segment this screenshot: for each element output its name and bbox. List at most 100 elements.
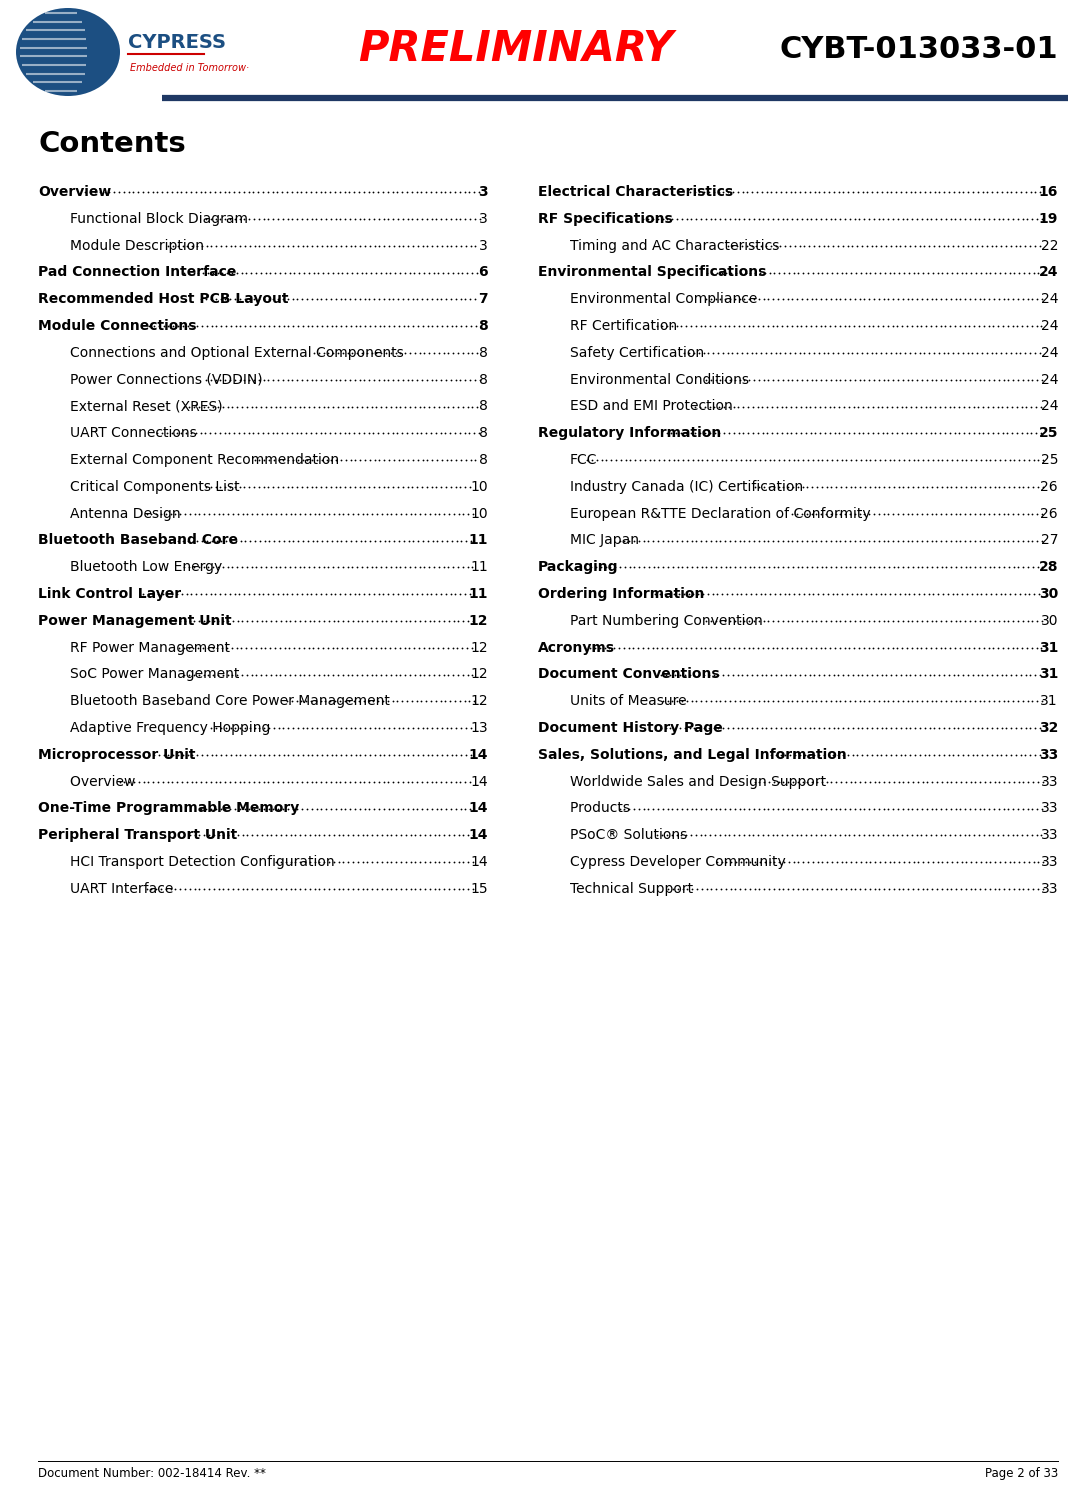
Text: Module Description: Module Description (70, 238, 204, 253)
Text: 19: 19 (1038, 212, 1058, 226)
Text: Ordering Information: Ordering Information (538, 588, 705, 601)
Text: 3: 3 (478, 185, 488, 199)
Text: CYPRESS: CYPRESS (128, 33, 226, 51)
Text: 32: 32 (1038, 720, 1058, 735)
Text: Timing and AC Characteristics: Timing and AC Characteristics (570, 238, 780, 253)
Text: 11: 11 (470, 561, 488, 574)
Text: 14: 14 (470, 775, 488, 788)
Text: Power Connections (VDDIN): Power Connections (VDDIN) (70, 372, 263, 387)
Text: One-Time Programmable Memory: One-Time Programmable Memory (38, 802, 300, 815)
Text: 3: 3 (479, 238, 488, 253)
Text: Bluetooth Baseband Core Power Management: Bluetooth Baseband Core Power Management (70, 695, 390, 708)
Text: MIC Japan: MIC Japan (570, 533, 639, 547)
Text: 10: 10 (470, 506, 488, 520)
Text: 22: 22 (1040, 238, 1058, 253)
Text: Products: Products (570, 802, 634, 815)
Text: Safety Certification: Safety Certification (570, 345, 708, 360)
Text: 24: 24 (1040, 372, 1058, 387)
Text: Worldwide Sales and Design Support: Worldwide Sales and Design Support (570, 775, 826, 788)
Text: SoC Power Management: SoC Power Management (70, 668, 243, 681)
Text: 12: 12 (470, 640, 488, 654)
Text: ESD and EMI Protection: ESD and EMI Protection (570, 399, 737, 413)
Text: Embedded in Tomorrow·: Embedded in Tomorrow· (130, 63, 249, 72)
Text: 33: 33 (1040, 775, 1058, 788)
Text: Bluetooth Baseband Core: Bluetooth Baseband Core (38, 533, 243, 547)
Text: Acronyms: Acronyms (538, 640, 615, 654)
Text: Page 2 of 33: Page 2 of 33 (985, 1466, 1058, 1480)
Text: 15: 15 (470, 882, 488, 895)
Text: ·: · (195, 30, 200, 41)
Text: 8: 8 (479, 399, 488, 413)
Text: 8: 8 (479, 454, 488, 467)
Text: External Component Recommendation: External Component Recommendation (70, 454, 343, 467)
Text: CYBT-013033-01: CYBT-013033-01 (780, 35, 1058, 63)
Text: RF Specifications: RF Specifications (538, 212, 678, 226)
Text: 13: 13 (470, 720, 488, 735)
Text: 14: 14 (468, 802, 488, 815)
Text: 14: 14 (468, 747, 488, 763)
Text: 12: 12 (470, 668, 488, 681)
Text: PRELIMINARY: PRELIMINARY (358, 29, 673, 69)
Text: Microprocessor Unit: Microprocessor Unit (38, 747, 195, 763)
Text: Recommended Host PCB Layout: Recommended Host PCB Layout (38, 292, 293, 306)
Text: 33: 33 (1038, 747, 1058, 763)
Text: 30: 30 (1040, 613, 1058, 628)
Text: Antenna Design: Antenna Design (70, 506, 180, 520)
Text: Part Numbering Convention: Part Numbering Convention (570, 613, 762, 628)
Text: RF Power Management: RF Power Management (70, 640, 235, 654)
Text: Pad Connection Interface: Pad Connection Interface (38, 265, 241, 279)
Text: Contents: Contents (38, 130, 186, 158)
Text: 24: 24 (1038, 265, 1058, 279)
Text: Environmental Specifications: Environmental Specifications (538, 265, 771, 279)
Text: Units of Measure: Units of Measure (570, 695, 691, 708)
Text: 26: 26 (1040, 479, 1058, 494)
Text: Electrical Characteristics: Electrical Characteristics (538, 185, 733, 199)
Text: 31: 31 (1040, 695, 1058, 708)
Text: Power Management Unit: Power Management Unit (38, 613, 231, 628)
Text: PSoC® Solutions: PSoC® Solutions (570, 829, 692, 842)
Text: 3: 3 (479, 212, 488, 226)
Text: 6: 6 (478, 265, 488, 279)
Text: 8: 8 (479, 426, 488, 440)
Text: 26: 26 (1040, 506, 1058, 520)
Text: 24: 24 (1040, 345, 1058, 360)
Text: UART Interface: UART Interface (70, 882, 174, 895)
Text: 28: 28 (1038, 561, 1058, 574)
Text: 14: 14 (470, 854, 488, 870)
Text: Packaging: Packaging (538, 561, 619, 574)
Text: Overview: Overview (70, 775, 140, 788)
Text: Environmental Conditions: Environmental Conditions (570, 372, 754, 387)
Text: External Reset (XRES): External Reset (XRES) (70, 399, 223, 413)
Text: Industry Canada (IC) Certification: Industry Canada (IC) Certification (570, 479, 804, 494)
Text: Document Conventions: Document Conventions (538, 668, 724, 681)
Text: 10: 10 (470, 479, 488, 494)
Text: Overview: Overview (38, 185, 111, 199)
Text: 27: 27 (1040, 533, 1058, 547)
Text: FCC: FCC (570, 454, 597, 467)
Text: 24: 24 (1040, 399, 1058, 413)
Text: Functional Block Diagram: Functional Block Diagram (70, 212, 252, 226)
Text: Document History Page: Document History Page (538, 720, 723, 735)
Text: 25: 25 (1038, 426, 1058, 440)
Text: 33: 33 (1040, 829, 1058, 842)
Ellipse shape (16, 8, 119, 96)
Text: Module Connections: Module Connections (38, 319, 201, 333)
Text: Link Control Layer: Link Control Layer (38, 588, 181, 601)
Text: Cypress Developer Community: Cypress Developer Community (570, 854, 786, 870)
Text: 25: 25 (1040, 454, 1058, 467)
Text: 31: 31 (1038, 668, 1058, 681)
Text: RF Certification: RF Certification (570, 319, 678, 333)
Text: 31: 31 (1038, 640, 1058, 654)
Text: Document Number: 002-18414 Rev. **: Document Number: 002-18414 Rev. ** (38, 1466, 266, 1480)
Text: Environmental Compliance: Environmental Compliance (570, 292, 761, 306)
Text: 24: 24 (1040, 292, 1058, 306)
Text: 33: 33 (1040, 802, 1058, 815)
Text: Adaptive Frequency Hopping: Adaptive Frequency Hopping (70, 720, 270, 735)
Text: 33: 33 (1040, 854, 1058, 870)
Text: 7: 7 (478, 292, 488, 306)
Text: 11: 11 (468, 588, 488, 601)
Text: Bluetooth Low Energy: Bluetooth Low Energy (70, 561, 227, 574)
Text: 24: 24 (1040, 319, 1058, 333)
Text: 16: 16 (1038, 185, 1058, 199)
Text: 8: 8 (479, 372, 488, 387)
